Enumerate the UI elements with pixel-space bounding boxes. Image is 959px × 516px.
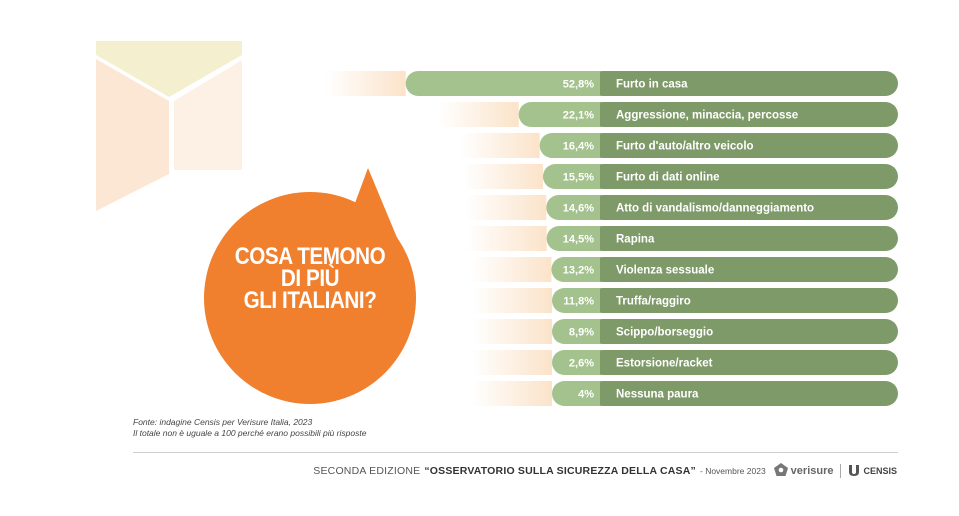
category-label: Estorsione/racket <box>616 358 713 370</box>
category-label: Furto in casa <box>616 79 688 91</box>
value-bar <box>552 350 600 375</box>
category-bar <box>590 195 898 220</box>
source-note: Fonte: indagine Censis per Verisure Ital… <box>133 417 366 439</box>
value-bar <box>552 288 600 313</box>
value-bar <box>552 381 600 406</box>
value-bar <box>546 195 600 220</box>
bar-fade <box>471 257 552 282</box>
bar-fade <box>472 288 552 313</box>
bar-fade <box>472 319 552 344</box>
category-bar <box>590 319 898 344</box>
value-bar <box>542 164 600 189</box>
footer-edition: SECONDA EDIZIONE <box>313 465 421 477</box>
category-bar <box>590 257 898 282</box>
bubble-title-line2: DI PIÙ <box>280 265 340 292</box>
value-bar <box>551 257 600 282</box>
value-bar <box>518 102 600 127</box>
category-bar <box>590 350 898 375</box>
category-label: Atto di vandalismo/danneggiamento <box>616 203 814 215</box>
category-label: Nessuna paura <box>616 389 699 401</box>
category-label: Violenza sessuale <box>616 265 714 277</box>
value-label: 8,9% <box>569 327 594 339</box>
category-label: Furto di dati online <box>616 172 720 184</box>
bar-fade <box>459 133 540 158</box>
value-label: 4% <box>578 389 594 401</box>
value-label: 22,1% <box>563 110 594 122</box>
value-label: 14,6% <box>563 203 594 215</box>
value-label: 15,5% <box>563 172 594 184</box>
footer-date: - Novembre 2023 <box>700 466 766 476</box>
value-label: 13,2% <box>563 265 594 277</box>
bar-fade <box>472 381 552 406</box>
bar-fade <box>325 71 406 96</box>
bubble-title-line1: COSA TEMONO <box>234 243 386 270</box>
censis-logo-icon <box>848 464 862 479</box>
value-bar <box>546 226 600 251</box>
value-label: 14,5% <box>563 234 594 246</box>
bar-fade <box>462 164 543 189</box>
bar-fade <box>466 226 547 251</box>
category-bar <box>590 226 898 251</box>
verisure-logo-icon <box>773 463 788 479</box>
bar-fade <box>438 102 519 127</box>
value-bar <box>405 71 600 96</box>
category-bar <box>590 288 898 313</box>
value-bar <box>552 319 600 344</box>
value-label: 2,6% <box>569 358 594 370</box>
category-bar <box>590 381 898 406</box>
category-bar <box>590 71 898 96</box>
footer-divider <box>133 452 898 453</box>
bar-fade <box>466 195 547 220</box>
speech-bubble <box>204 192 416 404</box>
footer-brand-verisure: verisure <box>790 465 834 477</box>
bar-fade <box>472 350 552 375</box>
value-label: 11,8% <box>563 296 594 308</box>
value-label: 16,4% <box>563 141 594 153</box>
category-label: Rapina <box>616 234 655 246</box>
footer: SECONDA EDIZIONE “OSSERVATORIO SULLA SIC… <box>313 463 897 479</box>
category-label: Furto d'auto/altro veicolo <box>616 141 754 153</box>
footer-separator <box>840 464 842 478</box>
category-label: Aggressione, minaccia, percosse <box>616 110 798 122</box>
source-line: Fonte: indagine Censis per Verisure Ital… <box>133 417 313 427</box>
category-label: Scippo/borseggio <box>616 327 713 339</box>
note-line: Il totale non è uguale a 100 perché eran… <box>133 428 367 438</box>
category-label: Truffa/raggiro <box>616 296 691 308</box>
footer-observatory: “OSSERVATORIO SULLA SICUREZZA DELLA CASA… <box>424 465 696 477</box>
value-bar <box>539 133 600 158</box>
category-bar <box>590 133 898 158</box>
category-bar <box>590 164 898 189</box>
category-bar <box>590 102 898 127</box>
footer-brand-censis: CENSIS <box>863 466 897 476</box>
bubble-title-line3: GLI ITALIANI? <box>243 287 377 314</box>
bubble-title: COSA TEMONO DI PIÙ GLI ITALIANI? <box>219 243 401 314</box>
value-label: 52,8% <box>563 79 594 91</box>
